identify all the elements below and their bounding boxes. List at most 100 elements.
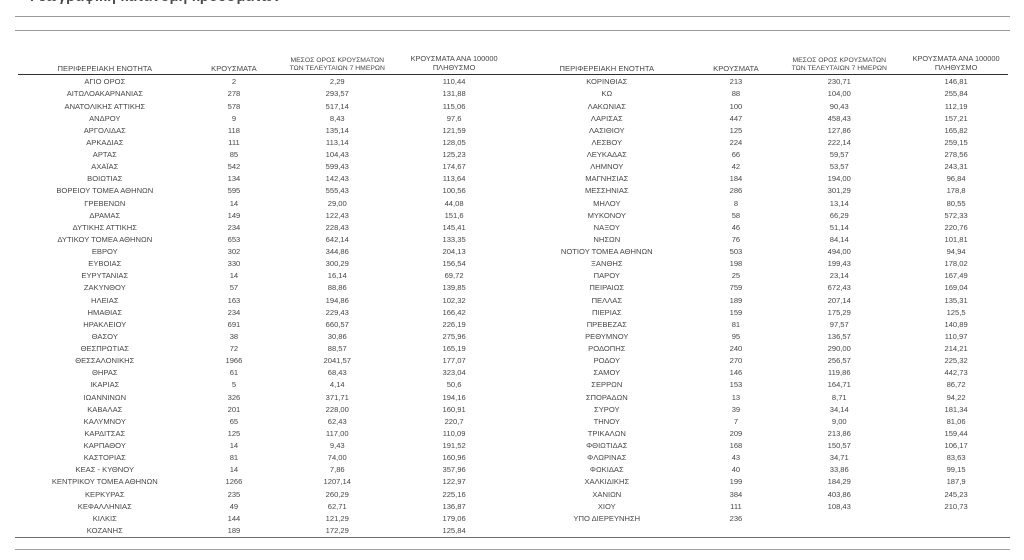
table-row: ΒΟΙΩΤΙΑΣ 134 142,43 113,64 <box>15 173 507 185</box>
header-cases: ΚΡΟΥΣΜΑΤΑ <box>713 63 759 73</box>
avg7-cell: 293,57 <box>325 90 349 98</box>
table-row: ΒΟΡΕΙΟΥ ΤΟΜΕΑ ΑΘΗΝΩΝ 595 555,43 100,56 <box>15 185 507 197</box>
region-cell: ΚΕΝΤΡΙΚΟΥ ΤΟΜΕΑ ΑΘΗΝΩΝ <box>51 478 158 486</box>
per100k-cell: 125,23 <box>442 151 466 159</box>
region-cell: ΓΡΕΒΕΝΩΝ <box>84 199 126 208</box>
per100k-cell: 275,96 <box>442 332 466 341</box>
cases-cell: 134 <box>227 175 241 183</box>
table-row: ΛΑΡΙΣΑΣ 447 458,43 157,21 <box>517 112 1009 124</box>
per100k-cell: 156,54 <box>442 260 466 268</box>
per100k-cell: 187,9 <box>946 478 966 486</box>
avg7-cell: 62,71 <box>327 502 347 511</box>
table-row: ΘΕΣΣΑΛΟΝΙΚΗΣ 1966 2041,57 177,07 <box>15 355 507 367</box>
table-row: ΚΑΡΠΑΘΟΥ 14 9,43 191,52 <box>15 440 507 452</box>
table-row: ΤΗΝΟΥ 7 9,00 81,06 <box>517 416 1009 428</box>
per100k-cell: 145,41 <box>442 223 466 232</box>
per100k-cell: 139,85 <box>442 284 466 292</box>
cases-cell: 278 <box>227 90 241 98</box>
region-cell: ΙΚΑΡΙΑΣ <box>90 381 120 389</box>
table-row: ΦΩΚΙΔΑΣ 40 33,86 99,15 <box>517 464 1009 476</box>
region-cell: ΚΟΖΑΝΗΣ <box>86 526 123 535</box>
table-row: ΣΑΜΟΥ 146 119,86 442,73 <box>517 367 1009 379</box>
avg7-cell: 104,43 <box>325 151 349 159</box>
cases-cell: 1266 <box>225 478 243 486</box>
cases-cell: 691 <box>227 320 241 329</box>
avg7-cell: 119,86 <box>827 369 851 377</box>
region-cell: ΣΥΡΟΥ <box>594 405 620 414</box>
table-row: ΖΑΚΥΝΘΟΥ 57 88,86 139,85 <box>15 282 507 294</box>
table-row: ΝΗΣΩΝ 76 84,14 101,81 <box>517 234 1009 246</box>
per100k-cell: 323,04 <box>442 369 466 377</box>
cases-cell: 153 <box>729 381 743 389</box>
region-cell: ΚΑΒΑΛΑΣ <box>87 405 123 414</box>
cases-cell: 163 <box>227 296 241 305</box>
avg7-cell: 371,71 <box>325 393 349 402</box>
avg7-cell: 53,57 <box>829 163 849 171</box>
header-per100k-line1: ΚΡΟΥΣΜΑΤΑ ΑΝΑ 100000 <box>410 54 498 64</box>
region-cell: ΑΓΙΟ ΟΡΟΣ <box>84 78 126 86</box>
avg7-cell: 207,14 <box>827 296 851 305</box>
table-body-left: ΑΓΙΟ ΟΡΟΣ 2 2,29 110,44 ΑΙΤΩΛΟΑΚΑΡΝΑΝΙΑΣ 278 2… <box>15 75 507 537</box>
region-cell: ΒΟΡΕΙΟΥ ΤΟΜΕΑ ΑΘΗΝΩΝ <box>56 187 154 195</box>
per100k-cell: 146,81 <box>944 78 968 86</box>
per100k-cell: 131,88 <box>442 90 466 98</box>
table-row: ΞΑΝΘΗΣ 198 199,43 178,02 <box>517 258 1009 270</box>
region-cell: ΛΑΡΙΣΑΣ <box>590 114 623 123</box>
per100k-cell: 50,6 <box>446 381 462 389</box>
bottom-rule-2 <box>15 549 1010 551</box>
table-row: ΛΗΜΝΟΥ 42 53,57 243,31 <box>517 161 1009 173</box>
per100k-cell: 166,42 <box>442 308 466 317</box>
region-cell: ΑΝΔΡΟΥ <box>89 114 121 123</box>
cases-cell: 57 <box>229 284 239 292</box>
avg7-cell: 213,86 <box>827 429 851 438</box>
cases-cell: 14 <box>229 199 239 208</box>
avg7-cell: 150,57 <box>827 442 851 450</box>
region-cell: ΚΟΡΙΝΘΙΑΣ <box>586 78 628 86</box>
per100k-cell: 572,33 <box>944 211 968 220</box>
avg7-cell: 8,71 <box>831 393 847 402</box>
per100k-cell: 357,96 <box>442 466 466 474</box>
table-row: ΚΕΝΤΡΙΚΟΥ ΤΟΜΕΑ ΑΘΗΝΩΝ 1266 1207,14 122,97 <box>15 476 507 488</box>
top-rule-2 <box>15 30 1010 32</box>
per100k-cell: 96,84 <box>946 175 966 183</box>
per100k-cell: 110,97 <box>944 332 968 341</box>
per100k-cell: 226,19 <box>442 320 466 329</box>
region-cell: ΚΑΡΠΑΘΟΥ <box>83 442 126 450</box>
table-row: ΔΥΤΙΚΗΣ ΑΤΤΙΚΗΣ 234 228,43 145,41 <box>15 222 507 234</box>
cases-cell: 384 <box>729 490 743 499</box>
avg7-cell: 172,29 <box>325 526 349 535</box>
table-row: ΦΛΩΡΙΝΑΣ 43 34,71 83,63 <box>517 452 1009 464</box>
cases-cell: 14 <box>229 442 239 450</box>
region-cell: ΠΙΕΡΙΑΣ <box>591 308 622 317</box>
cases-cell: 42 <box>731 163 741 171</box>
avg7-cell: 62,43 <box>327 417 347 426</box>
cases-cell: 40 <box>731 466 741 474</box>
per100k-cell: 110,44 <box>442 78 466 86</box>
region-cell: ΑΧΑΪΑΣ <box>91 163 119 171</box>
avg7-cell: 122,43 <box>325 211 349 220</box>
region-cell: ΗΜΑΘΙΑΣ <box>87 308 123 317</box>
cases-cell: 125 <box>227 429 241 438</box>
per100k-cell: 255,84 <box>944 90 968 98</box>
table-row: ΑΝΑΤΟΛΙΚΗΣ ΑΤΤΙΚΗΣ 578 517,14 115,06 <box>15 100 507 112</box>
region-cell: ΚΑΣΤΟΡΙΑΣ <box>83 454 126 462</box>
header-region: ΠΕΡΙΦΕΡΕΙΑΚΗ ΕΝΟΤΗΤΑ <box>559 63 655 73</box>
avg7-cell: 59,57 <box>829 151 849 159</box>
avg7-cell: 84,14 <box>829 235 849 244</box>
region-cell: ΡΟΔΟΠΗΣ <box>588 345 626 353</box>
region-cell: ΡΕΘΥΜΝΟΥ <box>585 332 629 341</box>
region-cell: ΞΑΝΘΗΣ <box>591 260 623 268</box>
avg7-cell: 4,14 <box>329 381 345 389</box>
per100k-cell: 181,34 <box>944 405 968 414</box>
region-cell: ΛΕΣΒΟΥ <box>591 138 623 147</box>
region-cell: ΕΒΡΟΥ <box>91 248 118 256</box>
table-row: ΧΑΛΚΙΔΙΚΗΣ 199 184,29 187,9 <box>517 476 1009 488</box>
cases-cell: 95 <box>731 332 741 341</box>
region-cell: ΧΙΟΥ <box>597 502 616 511</box>
table-row: ΚΑΛΥΜΝΟΥ 65 62,43 220,7 <box>15 416 507 428</box>
cases-cell: 1966 <box>225 357 243 365</box>
table-row: ΚΩ 88 104,00 255,84 <box>517 88 1009 100</box>
avg7-cell: 194,86 <box>325 296 349 305</box>
table-row: ΠΙΕΡΙΑΣ 159 175,29 125,5 <box>517 306 1009 318</box>
table-row: ΡΟΔΟΠΗΣ 240 290,00 214,21 <box>517 343 1009 355</box>
